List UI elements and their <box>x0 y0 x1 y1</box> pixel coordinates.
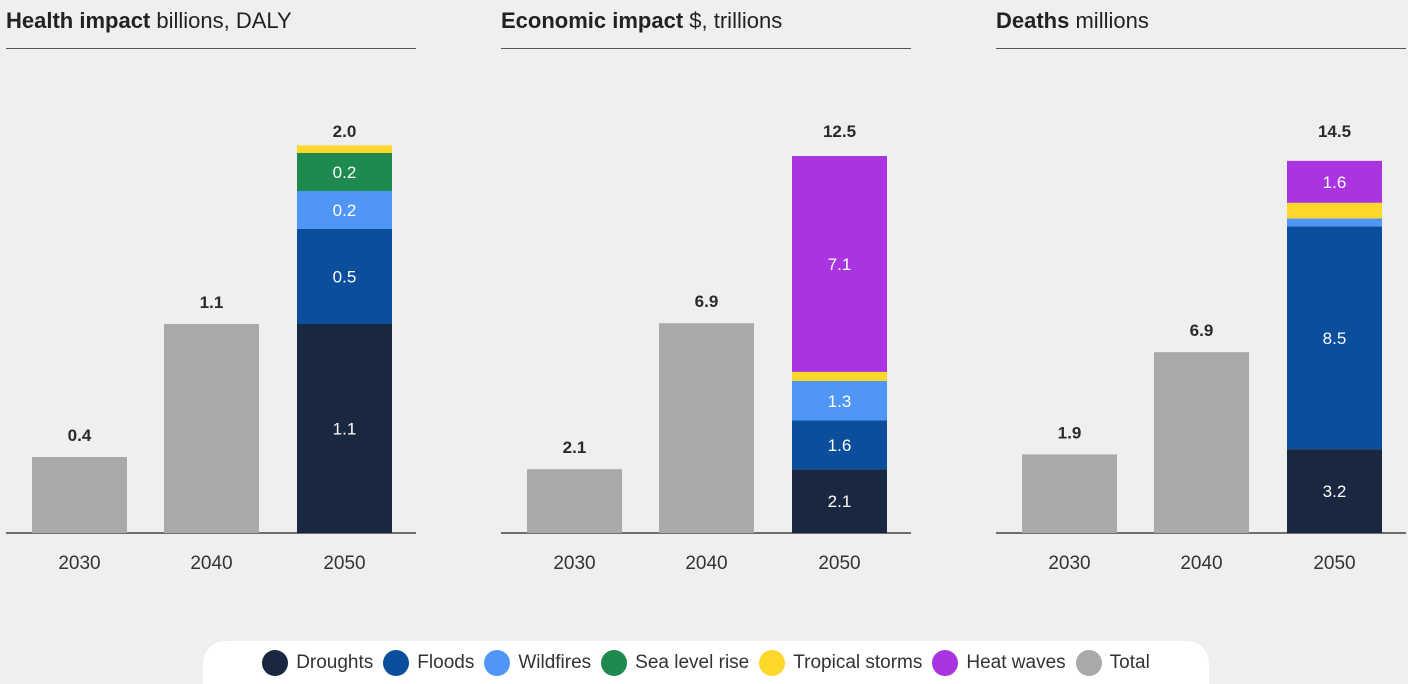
bar-segment-tropical-storms <box>297 145 392 153</box>
bar-chart: 0.4 2030 1.1 2040 1.1 0.5 0.2 0.2 2.0 2050 <box>6 122 416 574</box>
bar-total-2040 <box>164 324 259 533</box>
bar-segment-tropical-storms <box>792 371 887 381</box>
legend-item-wildfires: Wildfires <box>484 649 592 676</box>
segment-label: 7.1 <box>828 255 852 274</box>
chart-title-unit: $, trillions <box>689 8 783 33</box>
x-tick-label: 2040 <box>1180 553 1222 574</box>
chart-title: Economic impact $, trillions <box>501 8 782 34</box>
x-tick-label: 2030 <box>553 553 595 574</box>
legend-swatch <box>383 649 410 676</box>
x-tick-label: 2050 <box>818 553 860 574</box>
total-label: 12.5 <box>823 122 856 141</box>
chart-title-bold: Deaths <box>996 8 1070 33</box>
x-tick-label: 2050 <box>1313 553 1355 574</box>
x-tick-label: 2030 <box>1048 553 1090 574</box>
segment-label: 2.1 <box>828 492 852 511</box>
segment-label: 1.6 <box>828 436 852 455</box>
legend-swatch <box>1075 649 1102 676</box>
bar-chart: 1.9 2030 6.9 2040 3.2 8.5 1.6 14.5 2050 <box>996 122 1406 574</box>
bar-total-2030 <box>32 457 127 533</box>
bar-segment-droughts <box>792 469 887 533</box>
legend-item-total: Total <box>1075 649 1150 676</box>
x-tick-label: 2050 <box>323 553 365 574</box>
legend-label: Heat waves <box>966 651 1066 673</box>
bar-segment-tropical-storms <box>1287 202 1382 219</box>
legend-label: Wildfires <box>518 651 592 673</box>
bar-segment-floods <box>792 420 887 470</box>
title-divider <box>6 48 416 49</box>
legend-label: Tropical storms <box>793 651 923 673</box>
total-label: 2.0 <box>333 122 357 141</box>
chart-panel-health: Health impact billions, DALY 0.4 2030 1.1 2… <box>6 0 416 590</box>
legend-swatch <box>601 649 628 676</box>
segment-label: 0.2 <box>333 163 357 182</box>
legend-item-droughts: Droughts <box>262 649 374 676</box>
chart-title: Deaths millions <box>996 8 1149 34</box>
segment-label: 0.5 <box>333 268 357 287</box>
bar-segment-droughts <box>1287 449 1382 533</box>
legend-swatch <box>484 649 511 676</box>
title-divider <box>996 48 1406 49</box>
title-divider <box>501 48 911 49</box>
total-label: 14.5 <box>1318 122 1351 141</box>
bar-segment-droughts <box>297 324 392 533</box>
total-label: 2.1 <box>563 438 587 457</box>
chart-panel-deaths: Deaths millions 1.9 2030 6.9 2040 3.2 8.5 1.6 1… <box>996 0 1406 590</box>
bar-total-2030 <box>1022 454 1117 533</box>
bar-segment-wildfires <box>792 381 887 421</box>
bar-segment-wildfires <box>1287 218 1382 227</box>
chart-title-bold: Economic impact <box>501 8 684 33</box>
bar-segment-floods <box>297 229 392 324</box>
x-tick-label: 2040 <box>685 553 727 574</box>
legend-swatch <box>262 649 289 676</box>
total-label: 6.9 <box>695 292 719 311</box>
chart-panel-economic: Economic impact $, trillions 2.1 2030 6.9 2… <box>501 0 911 590</box>
legend-label: Total <box>1109 651 1150 673</box>
total-label: 6.9 <box>1190 321 1214 340</box>
segment-label: 1.1 <box>333 420 357 439</box>
bar-total-2030 <box>527 469 622 533</box>
segment-label: 8.5 <box>1323 329 1347 348</box>
chart-title: Health impact billions, DALY <box>6 8 292 34</box>
chart-title-bold: Health impact <box>6 8 151 33</box>
chart-title-unit: billions, DALY <box>156 8 292 33</box>
bar-segment-wildfires <box>297 191 392 229</box>
legend-swatch <box>932 649 959 676</box>
bar-segment-sea-level-rise <box>297 153 392 191</box>
x-tick-label: 2030 <box>58 553 100 574</box>
total-label: 1.9 <box>1058 423 1082 442</box>
bar-segment-heat-waves <box>792 156 887 372</box>
legend-label: Droughts <box>296 651 374 673</box>
chart-title-unit: millions <box>1075 8 1149 33</box>
legend-swatch <box>759 649 786 676</box>
total-label: 1.1 <box>200 293 224 312</box>
legend-label: Floods <box>417 651 475 673</box>
bar-total-2040 <box>659 323 754 533</box>
segment-label: 1.3 <box>828 392 852 411</box>
legend: Droughts Floods Wildfires Sea level rise… <box>203 641 1209 684</box>
legend-item-floods: Floods <box>383 649 475 676</box>
legend-label: Sea level rise <box>635 651 750 673</box>
segment-label: 1.6 <box>1323 173 1347 192</box>
bar-chart: 2.1 2030 6.9 2040 2.1 1.6 1.3 7.1 12.5 2050 <box>501 122 911 574</box>
segment-label: 0.2 <box>333 201 357 220</box>
legend-item-heat-waves: Heat waves <box>932 649 1066 676</box>
legend-item-sea-level-rise: Sea level rise <box>601 649 750 676</box>
bar-total-2040 <box>1154 352 1249 533</box>
legend-item-tropical-storms: Tropical storms <box>759 649 923 676</box>
bar-segment-heat-waves <box>1287 160 1382 203</box>
total-label: 0.4 <box>68 426 92 445</box>
x-tick-label: 2040 <box>190 553 232 574</box>
bar-segment-floods <box>1287 226 1382 450</box>
segment-label: 3.2 <box>1323 482 1347 501</box>
